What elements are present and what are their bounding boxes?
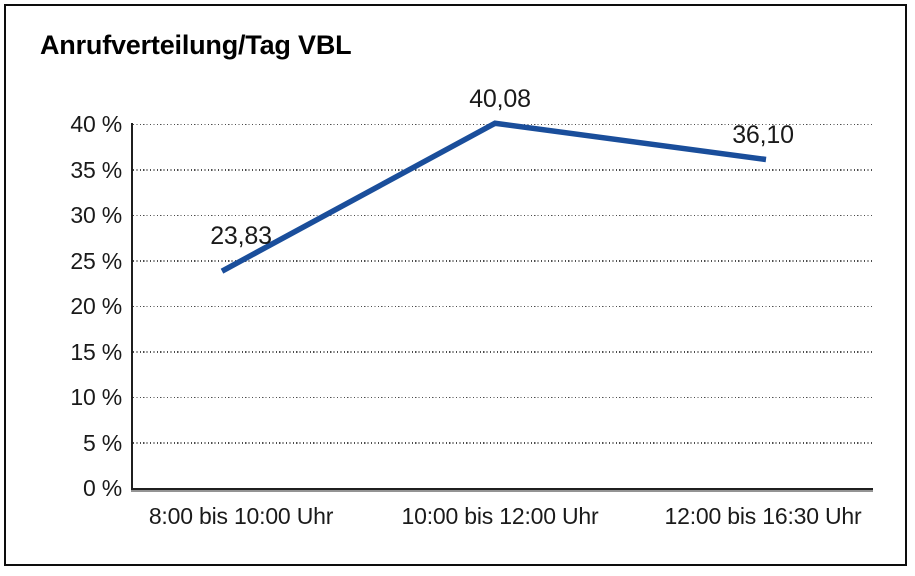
y-axis-tick-label: 30 % (70, 202, 122, 228)
gridline (133, 305, 873, 307)
data-point-label: 23,83 (210, 222, 272, 251)
y-axis-tick-label: 35 % (70, 156, 122, 183)
chart-title: Anrufverteilung/Tag VBL (40, 30, 352, 60)
gridline (133, 260, 873, 262)
x-axis-line (131, 488, 873, 492)
gridline (133, 169, 873, 171)
data-point-label: 36,10 (732, 121, 794, 150)
x-axis-category-label: 12:00 bis 16:30 Uhr (664, 503, 862, 529)
x-axis-category-label: 8:00 bis 10:00 Uhr (148, 503, 334, 529)
gridline (133, 442, 873, 444)
y-axis-tick-label: 5 % (82, 429, 122, 456)
y-axis-tick-label: 25 % (70, 247, 122, 274)
y-axis-tick-label: 0 % (82, 475, 122, 501)
gridline (133, 396, 873, 398)
y-axis-tick-label: 15 % (70, 338, 122, 365)
series-line (220, 120, 767, 274)
x-axis-category-label: 10:00 bis 12:00 Uhr (401, 503, 599, 529)
data-point-label: 40,08 (469, 85, 531, 114)
gridline (133, 214, 873, 216)
y-axis-tick-label: 10 % (70, 384, 122, 410)
gridline (133, 351, 873, 353)
y-axis-tick-label: 40 % (70, 111, 122, 137)
y-axis-tick-label: 20 % (70, 293, 122, 319)
y-axis-line (131, 123, 133, 492)
